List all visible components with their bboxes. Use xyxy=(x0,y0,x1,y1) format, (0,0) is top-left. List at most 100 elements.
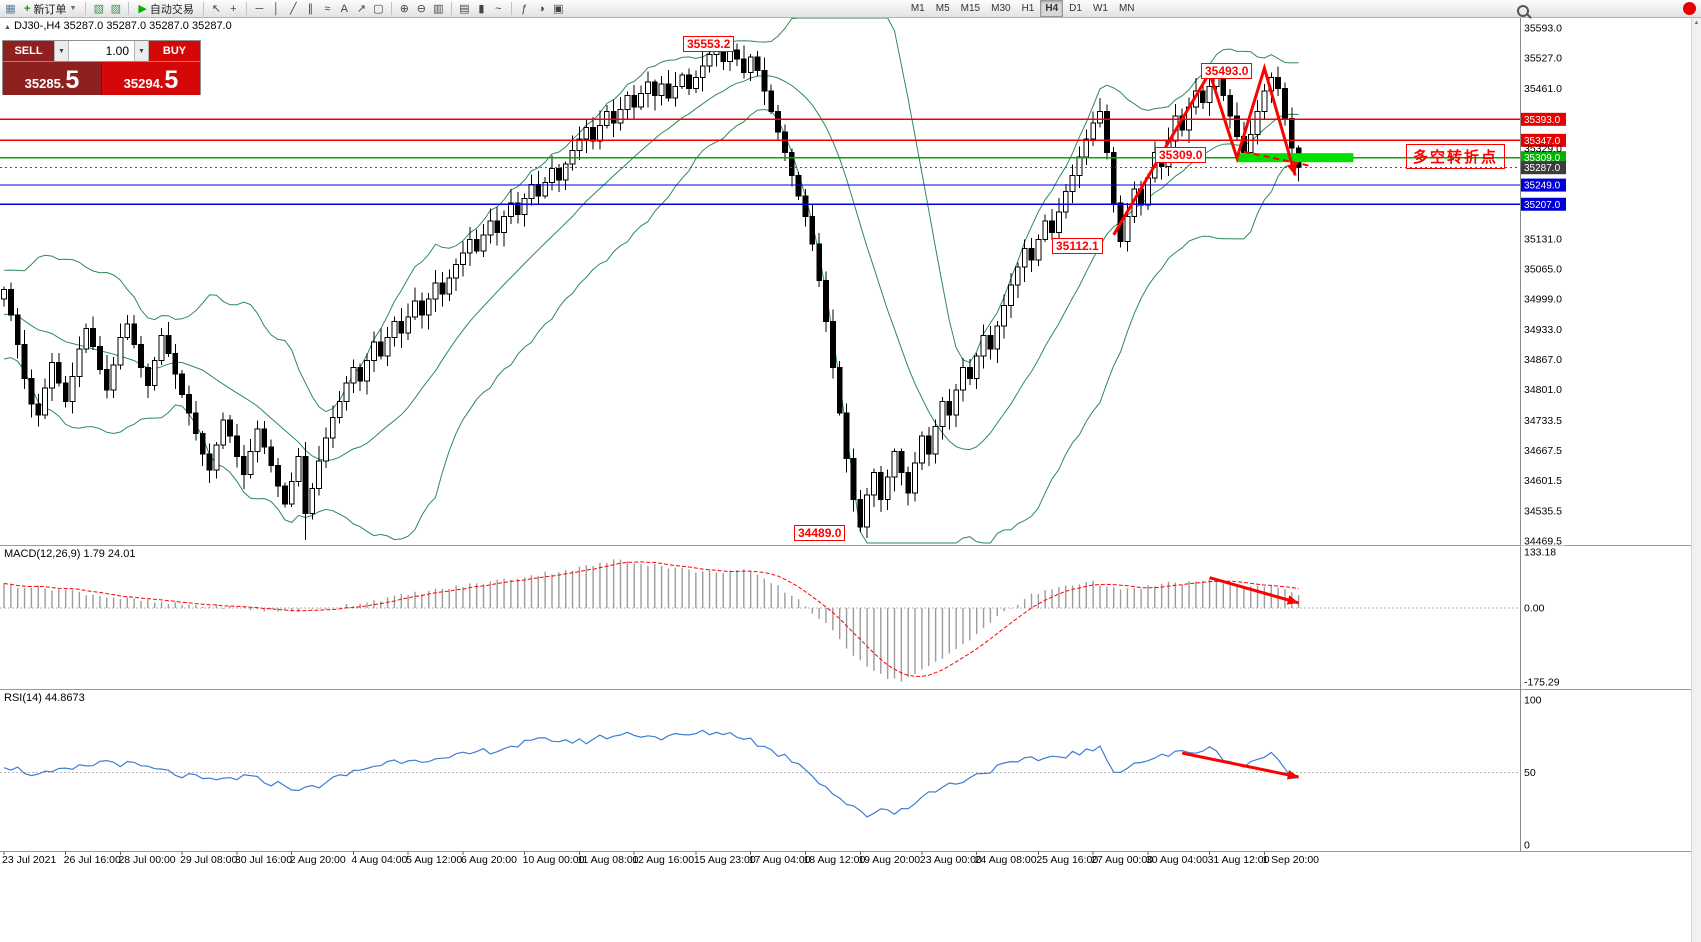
svg-text:30 Jul 16:00: 30 Jul 16:00 xyxy=(235,854,292,866)
svg-text:35593.0: 35593.0 xyxy=(1524,23,1562,35)
vertical-line-icon[interactable]: │ xyxy=(272,2,280,15)
chevron-down-icon: ▼ xyxy=(69,5,77,12)
candlesticks xyxy=(1,35,1302,540)
svg-text:100: 100 xyxy=(1524,695,1542,707)
collapse-triangle-icon[interactable]: ▲ xyxy=(4,24,11,31)
svg-text:30 Aug 04:00: 30 Aug 04:00 xyxy=(1146,854,1208,866)
shapes-icon[interactable]: ▢ xyxy=(373,2,384,15)
line-chart-icon[interactable]: ~ xyxy=(495,2,502,15)
red-dashed-trendline[interactable] xyxy=(1243,150,1313,168)
svg-text:15 Aug 23:00: 15 Aug 23:00 xyxy=(694,854,756,866)
svg-text:34733.5: 34733.5 xyxy=(1524,415,1562,427)
crosshair-icon[interactable]: + xyxy=(230,2,237,15)
svg-text:34933.0: 34933.0 xyxy=(1524,324,1562,336)
timeframe-h1[interactable]: H1 xyxy=(1021,3,1035,14)
svg-text:34535.5: 34535.5 xyxy=(1524,505,1562,517)
svg-text:28 Jul 00:00: 28 Jul 00:00 xyxy=(118,854,175,866)
tile-windows-icon[interactable]: ▥ xyxy=(433,2,444,15)
trade-panel-top-row: SELL ▼ 1.00 ▼ BUY xyxy=(3,41,200,62)
trade-panel-price-row: 35285. 5 35294. 5 xyxy=(3,62,200,95)
timeframe-h4[interactable]: H4 xyxy=(1040,0,1064,17)
red-zigzag-arrow[interactable] xyxy=(1112,62,1297,236)
zoom-in-icon[interactable]: ⊕ xyxy=(399,2,409,15)
timeframe-bar: M1 M5 M15 M30 H1 H4 D1 W1 MN xyxy=(906,0,1140,17)
charts-grid-icon[interactable]: ▧ xyxy=(93,2,105,15)
svg-text:23 Aug 00:00: 23 Aug 00:00 xyxy=(920,854,982,866)
autotrade-button[interactable]: ▶ 自动交易 xyxy=(134,1,197,17)
chinese-note[interactable]: 多空转折点 xyxy=(1406,144,1506,169)
price-axis-marker xyxy=(1521,112,1566,126)
zoom-out-icon[interactable]: ⊖ xyxy=(416,2,426,15)
svg-text:2 Aug 20:00: 2 Aug 20:00 xyxy=(290,854,346,866)
svg-text:35207.0: 35207.0 xyxy=(1524,200,1561,211)
time-axis[interactable] xyxy=(3,851,1265,856)
fibonacci-icon[interactable]: ≈ xyxy=(324,2,331,15)
buy-button[interactable]: BUY xyxy=(149,41,200,61)
macd-histogram xyxy=(3,559,1300,682)
autotrade-label: 自动交易 xyxy=(149,3,194,16)
rsi-line xyxy=(3,729,1299,818)
price-tag[interactable]: 34489.0 xyxy=(794,525,846,541)
sell-price[interactable]: 35285. 5 xyxy=(3,62,102,95)
svg-text:-175.29: -175.29 xyxy=(1524,676,1560,688)
indicators-icon[interactable]: ƒ xyxy=(521,2,528,15)
chart-profiles-icon[interactable]: ▨ xyxy=(110,2,122,15)
svg-text:26 Jul 16:00: 26 Jul 16:00 xyxy=(64,854,121,866)
svg-text:27 Aug 00:00: 27 Aug 00:00 xyxy=(1091,854,1153,866)
search-icon[interactable] xyxy=(1517,4,1529,22)
timeframe-m15[interactable]: M15 xyxy=(960,3,981,14)
macd-indicator-label: MACD(12,26,9) 1.79 24.01 xyxy=(4,548,136,560)
symbol-ohlc-header: ▲ DJ30-,H4 35287.0 35287.0 35287.0 35287… xyxy=(4,20,232,32)
svg-text:34867.0: 34867.0 xyxy=(1524,354,1562,366)
svg-text:35065.0: 35065.0 xyxy=(1524,264,1562,276)
arrow-tool-icon[interactable]: ↗ xyxy=(356,2,366,15)
vertical-scrollbar[interactable]: ▲ xyxy=(1691,18,1701,942)
svg-text:35393.0: 35393.0 xyxy=(1524,115,1561,126)
svg-text:35329.0: 35329.0 xyxy=(1524,143,1562,155)
price-tag[interactable]: 35493.0 xyxy=(1201,63,1253,79)
horizontal-line-icon[interactable]: ─ xyxy=(255,2,264,15)
notification-badge[interactable] xyxy=(1683,2,1696,15)
macd-red-arrow[interactable] xyxy=(1209,576,1300,605)
timeframe-d1[interactable]: D1 xyxy=(1069,3,1082,14)
svg-text:12 Aug 16:00: 12 Aug 16:00 xyxy=(632,854,694,866)
timeframe-m1[interactable]: M1 xyxy=(910,3,925,14)
timeframe-m30[interactable]: M30 xyxy=(991,3,1011,14)
svg-text:19 Aug 20:00: 19 Aug 20:00 xyxy=(858,854,920,866)
svg-text:10 Aug 00:00: 10 Aug 00:00 xyxy=(523,854,585,866)
bollinger-bands xyxy=(3,17,1299,544)
volume-input[interactable]: 1.00 xyxy=(69,41,134,61)
price-tag[interactable]: 35309.0 xyxy=(1155,147,1207,163)
svg-text:0: 0 xyxy=(1524,840,1530,852)
svg-text:34801.0: 34801.0 xyxy=(1524,384,1562,396)
cursor-icon[interactable]: ↖ xyxy=(211,2,221,15)
svg-text:0.00: 0.00 xyxy=(1524,603,1545,615)
price-tag[interactable]: 35112.1 xyxy=(1052,238,1103,254)
sell-dropdown-icon[interactable]: ▼ xyxy=(54,41,69,61)
price-axis-marker xyxy=(1521,133,1566,147)
timeframe-m5[interactable]: M5 xyxy=(935,3,950,14)
candlestick-chart-icon[interactable]: ▮ xyxy=(478,2,485,15)
period-icon[interactable]: ◑ xyxy=(538,2,545,15)
trendline-icon[interactable]: ╱ xyxy=(290,2,297,15)
rsi-red-arrow[interactable] xyxy=(1181,751,1299,779)
price-axis[interactable] xyxy=(1521,112,1566,211)
channel-icon[interactable]: ∥ xyxy=(307,2,314,15)
chart-window-icon[interactable]: ▦ xyxy=(5,2,16,15)
sell-button[interactable]: SELL xyxy=(3,41,54,61)
scroll-up-icon[interactable]: ▲ xyxy=(1693,20,1700,26)
timeframe-mn[interactable]: MN xyxy=(1118,3,1135,14)
svg-text:35309.0: 35309.0 xyxy=(1524,153,1561,164)
templates-icon[interactable]: ▣ xyxy=(553,2,564,15)
green-highlight-bar[interactable] xyxy=(1237,153,1354,163)
bar-chart-icon[interactable]: ▤ xyxy=(459,2,470,15)
text-tool-icon[interactable]: A xyxy=(340,2,349,15)
price-tag[interactable]: 35553.2 xyxy=(683,36,735,52)
timeframe-w1[interactable]: W1 xyxy=(1092,3,1108,14)
new-order-button[interactable]: + 新订单 ▼ xyxy=(20,1,80,17)
volume-dropdown-icon[interactable]: ▼ xyxy=(134,41,149,61)
svg-text:25 Aug 16:00: 25 Aug 16:00 xyxy=(1036,854,1098,866)
buy-price[interactable]: 35294. 5 xyxy=(102,62,200,95)
